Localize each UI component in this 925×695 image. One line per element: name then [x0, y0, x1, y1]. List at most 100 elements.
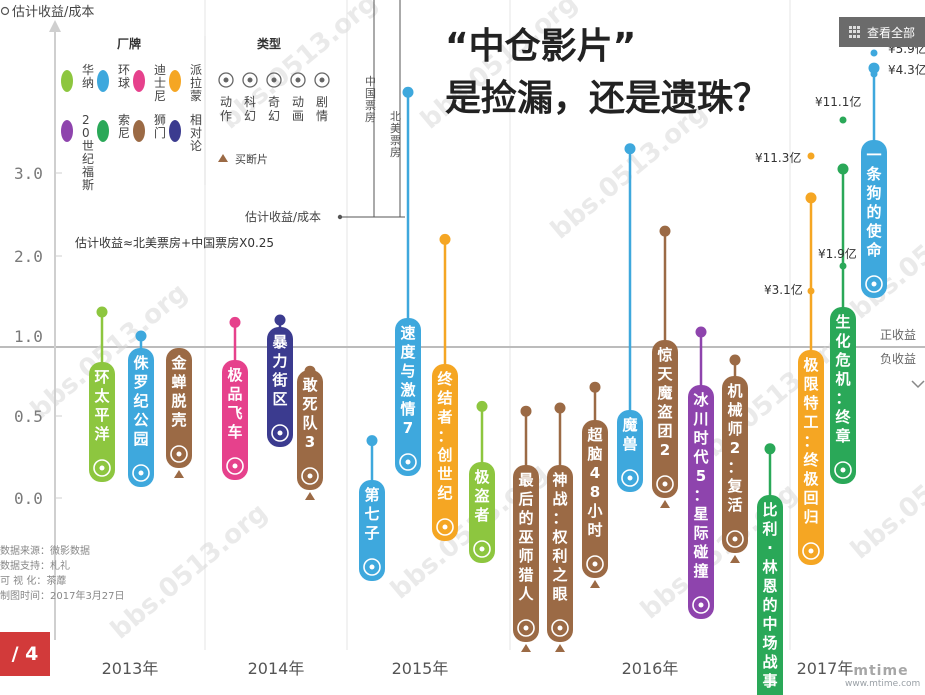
logo-text: mtime [853, 663, 909, 679]
y-tick-label: 0.5 [14, 407, 43, 426]
movie-label: 最后的巫师猎人 [518, 471, 534, 603]
scifi-icon [242, 72, 258, 88]
year-axis: 2013年 2014年 2015年 2016年 2017年 [102, 659, 854, 678]
lollipop-dot [229, 316, 241, 328]
movie-label: 超脑 4 8 小时 [586, 426, 603, 539]
watermark-text: bbs.0513.org [845, 418, 925, 566]
genre-legend-label: 剧情 [316, 95, 328, 123]
studio-legend-label: 迪士尼 [154, 63, 166, 103]
ratio-pointer-dot [337, 214, 343, 220]
buyout-icon [218, 154, 228, 162]
y-tick-label: 2.0 [14, 247, 43, 266]
logo-subtext: www.mtime.com [845, 679, 921, 689]
source-note: 制图时间：2017年3月27日 [0, 589, 125, 602]
movie-capsule [688, 385, 714, 619]
year-label: 2017年 [797, 659, 854, 678]
genre-icon-core [627, 475, 633, 481]
value-labels: ¥5.9亿¥4.3亿¥11.1亿¥11.3亿¥1.9亿¥3.1亿 [755, 41, 925, 297]
lollipop-dot [764, 443, 776, 455]
negative-zone-label: 负收益 [880, 352, 916, 366]
genre-icon-core [698, 602, 704, 608]
genre-icon-core [232, 463, 238, 469]
movie-label: 魔兽 [622, 416, 637, 453]
genre-icon [363, 558, 381, 576]
studio-swatch [133, 120, 145, 142]
lollipop-dot [439, 233, 451, 245]
movie-label: 神战：权利之眼 [551, 471, 568, 603]
view-all-label: 查看全部 [867, 25, 916, 40]
genre-icon-core [662, 481, 668, 487]
box-office-dot [870, 49, 878, 57]
y-label-bullet [0, 6, 10, 16]
studio-legend-label: 狮门 [154, 113, 166, 140]
studio-swatch [97, 70, 109, 92]
box-office-label: ¥11.3亿 [755, 150, 801, 165]
studio-swatch [133, 70, 145, 92]
studio-swatch [169, 120, 181, 142]
movie-capsule [469, 462, 495, 563]
genre-legend-label: 动画 [292, 95, 304, 123]
genre-icon [551, 619, 569, 637]
genre-icon-core [138, 470, 144, 476]
movie-label: 极品飞车 [227, 366, 243, 441]
movie-label: 极限特工：终极回归 [803, 356, 819, 526]
lollipop-dot [837, 163, 849, 175]
genre-icon [132, 464, 150, 482]
box-office-dot [807, 287, 815, 295]
box-office-label: ¥4.3亿 [888, 62, 925, 77]
y-tick-label: 3.0 [14, 164, 43, 183]
genre-legend-title: 类型 [257, 36, 281, 51]
movie-label: 冰川时代 5 ：星际碰撞 [692, 391, 709, 580]
genre-legend-label: 科幻 [244, 95, 256, 123]
buyout-marker [305, 492, 315, 500]
movie-label: 机械师 2 ：复活 [726, 382, 743, 514]
year-label: 2013年 [102, 659, 159, 678]
movie-label: 敢死队 3 [302, 376, 318, 451]
view-all-button[interactable]: 查看全部 [839, 17, 925, 47]
movie-capsule [582, 420, 608, 578]
genre-icon [301, 467, 319, 485]
movie-capsule [830, 307, 856, 484]
movie-label: 终结者：创世纪 [436, 370, 453, 502]
studio-legend-title: 厂牌 [117, 36, 141, 51]
genre-icon-core [808, 548, 814, 554]
movie-label: 生化危机：终章 [835, 313, 851, 445]
genre-icon [170, 445, 188, 463]
box-office-dot [839, 116, 847, 124]
studio-legend-label: 2 0 世纪福斯 [82, 113, 94, 192]
y-axis-label: 估计收益/成本 [12, 5, 94, 20]
movie-capsule [652, 340, 678, 498]
studio-legend-label: 索尼 [118, 113, 130, 140]
lollipop-dot [624, 143, 636, 155]
movie-capsule [798, 350, 824, 565]
movie-label: 极盗者 [474, 468, 490, 524]
movie-capsule [267, 327, 293, 447]
drama-icon [314, 72, 330, 88]
box-office-label: ¥1.9亿 [818, 246, 857, 261]
genre-icon-core [871, 281, 877, 287]
year-label: 2015年 [392, 659, 449, 678]
studio-legend-label: 环球 [118, 63, 130, 90]
source-note: 可 视 化：茶蘼 [0, 574, 66, 587]
y-axis: 估计收益/成本 0.0 0.5 1.0 2.0 3.0 估计收益≈北美票房+中国票房X0.2… [0, 5, 925, 640]
genre-icon [399, 453, 417, 471]
movie-label: 第七子 [364, 486, 379, 542]
lollipop-dot [659, 225, 671, 237]
buyout-marker [730, 555, 740, 563]
lollipop-dot [805, 192, 817, 204]
buyout-marker [174, 470, 184, 478]
movie-capsule [89, 362, 115, 482]
genre-icon [586, 555, 604, 573]
grid-icon [849, 26, 861, 38]
page-indicator: / 4 [0, 632, 50, 676]
lollipop-dot [476, 400, 488, 412]
genre-legend-label: 奇幻 [268, 95, 280, 123]
box-office-dot [870, 70, 878, 78]
lollipop-dot [96, 306, 108, 318]
box-office-label: ¥11.1亿 [815, 94, 861, 109]
movie-capsule [722, 376, 748, 553]
